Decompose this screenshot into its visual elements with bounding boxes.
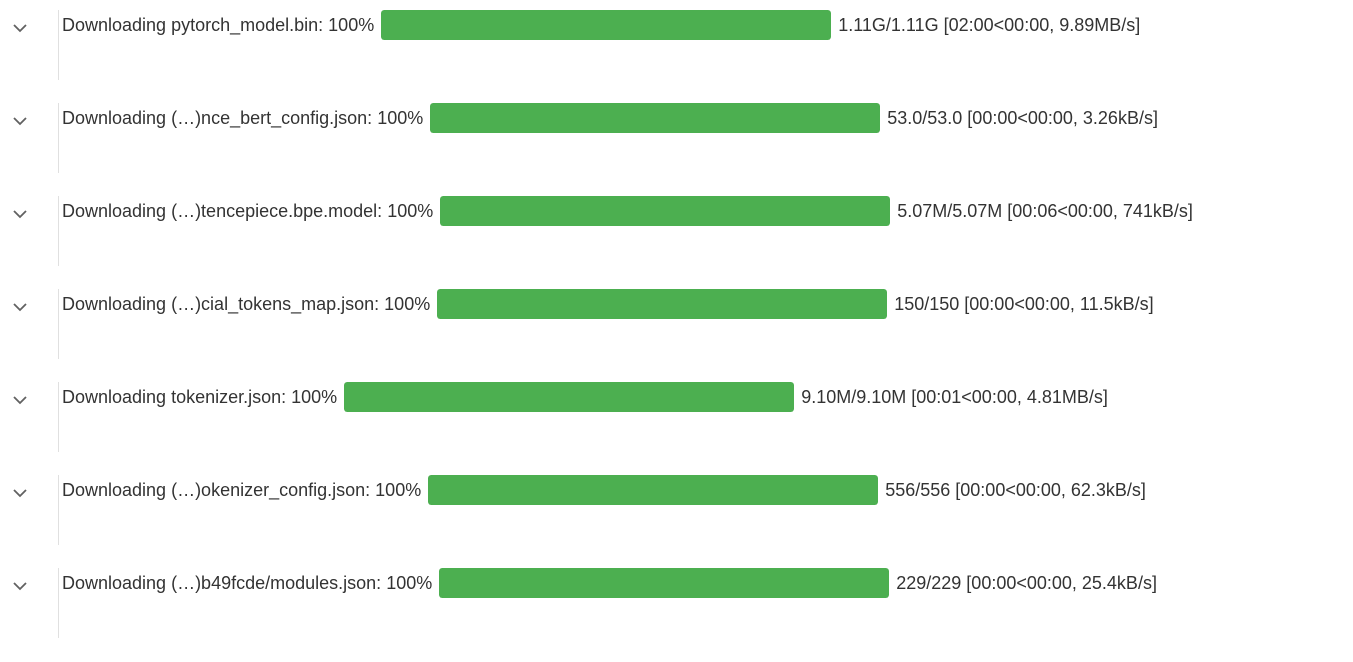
progress-track <box>437 289 888 319</box>
progress-track <box>440 196 891 226</box>
progress-line: Downloading (…)tencepiece.bpe.model: 100%… <box>62 196 1193 226</box>
progress-fill <box>381 10 832 40</box>
progress-stats: 229/229 [00:00<00:00, 25.4kB/s] <box>896 572 1157 593</box>
progress-track <box>430 103 881 133</box>
output-row: Downloading (…)okenizer_config.json: 100%… <box>0 465 1353 558</box>
progress-stats: 150/150 [00:00<00:00, 11.5kB/s] <box>894 293 1154 314</box>
chevron-icon <box>13 24 27 33</box>
progress-track <box>381 10 832 40</box>
progress-line: Downloading (…)okenizer_config.json: 100%… <box>62 475 1146 505</box>
output-gutter <box>58 289 59 359</box>
progress-line: Downloading tokenizer.json: 100% 9.10M/9.1… <box>62 382 1108 412</box>
collapse-toggle[interactable] <box>11 204 29 219</box>
progress-description: Downloading (…)cial_tokens_map.json: <box>62 293 380 314</box>
collapse-toggle[interactable] <box>11 297 29 312</box>
progress-description: Downloading (…)tencepiece.bpe.model: <box>62 200 383 221</box>
progress-line: Downloading (…)nce_bert_config.json: 100%… <box>62 103 1158 133</box>
progress-percent: 100% <box>387 200 434 221</box>
progress-percent: 100% <box>384 293 431 314</box>
output-gutter <box>58 103 59 173</box>
progress-description: Downloading pytorch_model.bin: <box>62 14 324 35</box>
progress-stats: 5.07M/5.07M [00:06<00:00, 741kB/s] <box>897 200 1193 221</box>
collapse-toggle[interactable] <box>11 483 29 498</box>
progress-fill <box>440 196 891 226</box>
progress-description: Downloading (…)okenizer_config.json: <box>62 479 371 500</box>
progress-stats: 53.0/53.0 [00:00<00:00, 3.26kB/s] <box>887 107 1158 128</box>
output-row: Downloading (…)b49fcde/modules.json: 100%… <box>0 558 1353 651</box>
progress-percent: 100% <box>386 572 433 593</box>
progress-percent: 100% <box>377 107 424 128</box>
progress-stats: 556/556 [00:00<00:00, 62.3kB/s] <box>885 479 1146 500</box>
progress-fill <box>430 103 881 133</box>
chevron-icon <box>13 117 27 126</box>
progress-percent: 100% <box>375 479 422 500</box>
chevron-icon <box>13 396 27 405</box>
chevron-icon <box>13 582 27 591</box>
progress-line: Downloading pytorch_model.bin: 100% 1.11G/… <box>62 10 1140 40</box>
collapse-toggle[interactable] <box>11 111 29 126</box>
output-row: Downloading pytorch_model.bin: 100% 1.11G/… <box>0 0 1353 93</box>
output-gutter <box>58 382 59 452</box>
output-row: Downloading (…)tencepiece.bpe.model: 100%… <box>0 186 1353 279</box>
progress-track <box>344 382 795 412</box>
progress-stats: 1.11G/1.11G [02:00<00:00, 9.89MB/s] <box>838 14 1141 35</box>
progress-description: Downloading (…)b49fcde/modules.json: <box>62 572 382 593</box>
output-row: Downloading (…)cial_tokens_map.json: 100%… <box>0 279 1353 372</box>
progress-description: Downloading tokenizer.json: <box>62 386 287 407</box>
progress-fill <box>439 568 890 598</box>
chevron-icon <box>13 210 27 219</box>
chevron-icon <box>13 303 27 312</box>
progress-fill <box>437 289 888 319</box>
progress-track <box>439 568 890 598</box>
progress-percent: 100% <box>328 14 375 35</box>
output-gutter <box>58 475 59 545</box>
output-gutter <box>58 10 59 80</box>
progress-track <box>428 475 879 505</box>
output-row: Downloading tokenizer.json: 100% 9.10M/9.1… <box>0 372 1353 465</box>
collapse-toggle[interactable] <box>11 18 29 33</box>
progress-fill <box>344 382 795 412</box>
progress-line: Downloading (…)cial_tokens_map.json: 100%… <box>62 289 1154 319</box>
progress-description: Downloading (…)nce_bert_config.json: <box>62 107 373 128</box>
progress-percent: 100% <box>291 386 338 407</box>
collapse-toggle[interactable] <box>11 390 29 405</box>
output-row: Downloading (…)nce_bert_config.json: 100%… <box>0 93 1353 186</box>
output-gutter <box>58 196 59 266</box>
collapse-toggle[interactable] <box>11 576 29 591</box>
chevron-icon <box>13 489 27 498</box>
output-gutter <box>58 568 59 638</box>
progress-line: Downloading (…)b49fcde/modules.json: 100%… <box>62 568 1157 598</box>
progress-fill <box>428 475 879 505</box>
progress-stats: 9.10M/9.10M [00:01<00:00, 4.81MB/s] <box>801 386 1108 407</box>
